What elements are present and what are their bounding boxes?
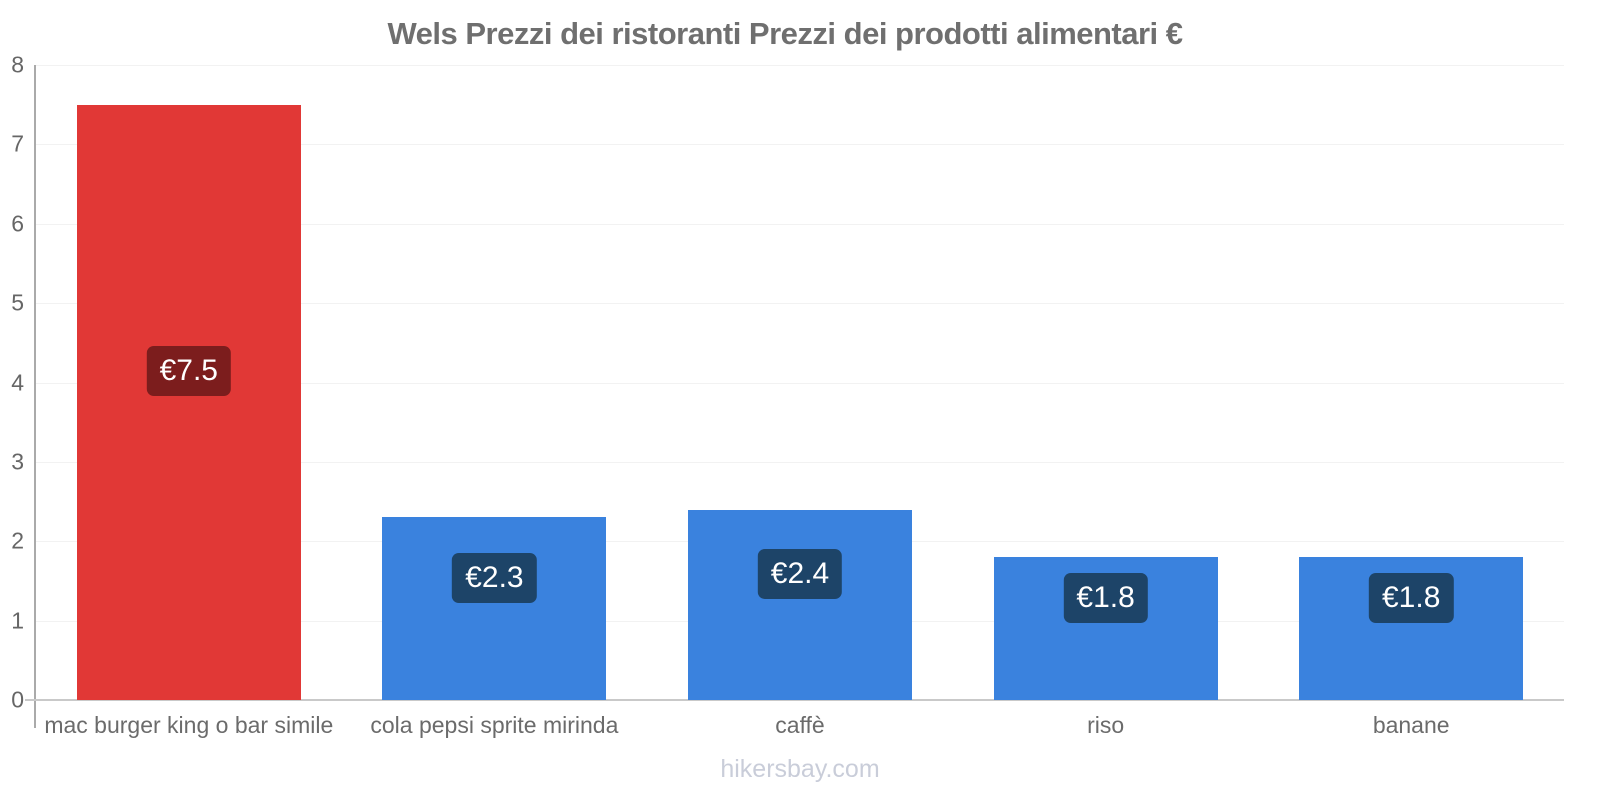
y-tick-label-3: 3 (11, 448, 24, 475)
y-tick-label-0: 0 (11, 686, 24, 713)
gridline-4 (36, 382, 1564, 384)
bar-mac-burger-king-o-bar-simile[interactable] (76, 104, 301, 700)
gridline-5 (36, 303, 1564, 305)
category-label-mac-burger-king-o-bar-simile: mac burger king o bar simile (44, 712, 334, 738)
gridline-3 (36, 461, 1564, 463)
bar-caffè[interactable] (688, 509, 912, 700)
y-tick-label-7: 7 (11, 130, 24, 157)
y-tick-label-1: 1 (11, 607, 24, 634)
x-axis-line (25, 699, 1564, 701)
value-label-banane: €1.8 (1368, 572, 1454, 623)
y-tick-label-5: 5 (11, 289, 24, 316)
value-label-riso: €1.8 (1063, 572, 1148, 623)
bar-cola-pepsi-sprite-mirinda[interactable] (382, 517, 607, 700)
category-label-caffè: caffè (775, 712, 825, 738)
y-axis-line (34, 65, 36, 728)
watermark: hikersbay.com (720, 755, 880, 783)
y-tick-label-6: 6 (11, 210, 24, 237)
y-tick-label-2: 2 (11, 527, 24, 554)
value-label-cola-pepsi-sprite-mirinda: €2.3 (452, 552, 537, 603)
gridline-8 (36, 65, 1564, 66)
gridline-6 (36, 223, 1564, 225)
value-label-mac-burger-king-o-bar-simile: €7.5 (146, 346, 231, 397)
category-label-riso: riso (1087, 712, 1125, 738)
y-tick-label-8: 8 (11, 51, 24, 78)
y-tick-label-4: 4 (11, 369, 24, 395)
value-label-caffè: €2.4 (757, 548, 843, 599)
chart-title: Wels Prezzi dei ristoranti Prezzi dei pr… (387, 16, 1183, 51)
gridline-7 (36, 144, 1564, 146)
category-label-cola-pepsi-sprite-mirinda: cola pepsi sprite mirinda (370, 712, 619, 738)
category-label-banane: banane (1372, 712, 1450, 738)
